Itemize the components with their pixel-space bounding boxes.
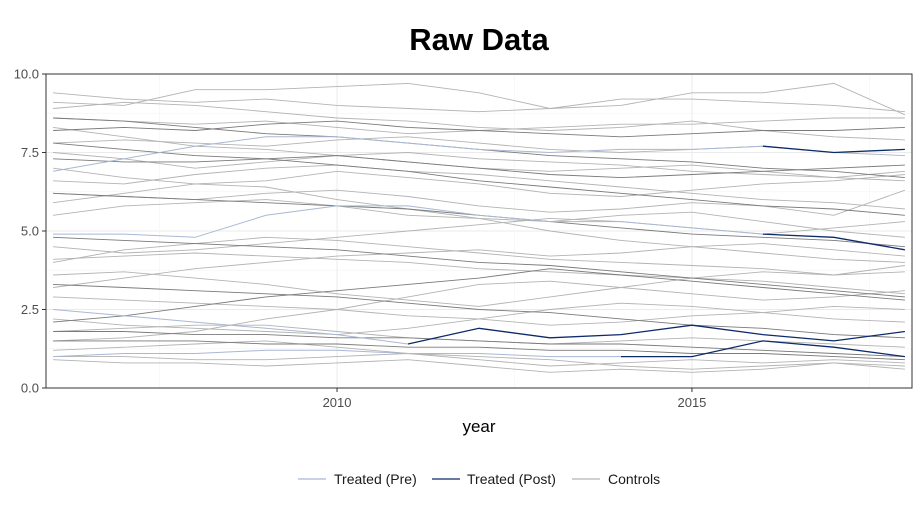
- x-axis: 2010 2015: [323, 388, 706, 410]
- legend-label: Treated (Post): [467, 471, 556, 487]
- control-series-line: [53, 340, 905, 367]
- treated-pre-line: [53, 205, 763, 238]
- plot-panel: [45, 73, 913, 389]
- y-tick-label: 10.0: [14, 67, 39, 82]
- control-series-line: [53, 353, 905, 370]
- x-tick-label: 2010: [323, 395, 352, 410]
- control-series-line: [53, 280, 905, 342]
- control-series-line: [53, 265, 905, 307]
- control-series-line: [53, 82, 906, 116]
- control-series-line: [53, 155, 905, 179]
- y-tick-label: 2.5: [21, 302, 39, 317]
- treated-pre-line: [53, 349, 621, 358]
- y-axis: 0.0 2.5 5.0 7.5 10.0: [14, 67, 46, 396]
- control-series-line: [53, 302, 905, 336]
- x-axis-title: year: [462, 417, 495, 436]
- treated-post-line: [621, 340, 905, 358]
- control-series-line: [53, 120, 905, 138]
- y-tick-label: 7.5: [21, 145, 39, 160]
- legend-label: Controls: [608, 471, 660, 487]
- control-series-line: [53, 331, 905, 358]
- control-series-line: [53, 340, 905, 361]
- treated-pre-line: [53, 136, 763, 172]
- y-tick-label: 5.0: [21, 224, 39, 239]
- x-tick-label: 2015: [677, 395, 706, 410]
- control-series-line: [53, 236, 905, 298]
- treated-post-line: [762, 233, 906, 251]
- treated-post-line: [762, 145, 905, 154]
- legend: Treated (Pre) Treated (Post) Controls: [298, 471, 660, 487]
- treated-pre-line: [53, 309, 409, 345]
- control-series-line: [53, 164, 905, 210]
- control-series-line: [53, 283, 905, 339]
- control-series-line: [53, 142, 905, 216]
- control-series: [53, 82, 906, 373]
- y-tick-label: 0.0: [21, 381, 39, 396]
- treated-series: [53, 136, 906, 358]
- control-series-line: [53, 82, 905, 113]
- control-series-line: [53, 268, 905, 323]
- chart-title: Raw Data: [409, 22, 549, 57]
- control-series-line: [53, 252, 905, 295]
- control-series-line: [53, 243, 905, 288]
- control-series-line: [53, 183, 905, 263]
- legend-label: Treated (Pre): [334, 471, 417, 487]
- control-series-line: [53, 359, 905, 373]
- treated-post-line: [407, 324, 905, 345]
